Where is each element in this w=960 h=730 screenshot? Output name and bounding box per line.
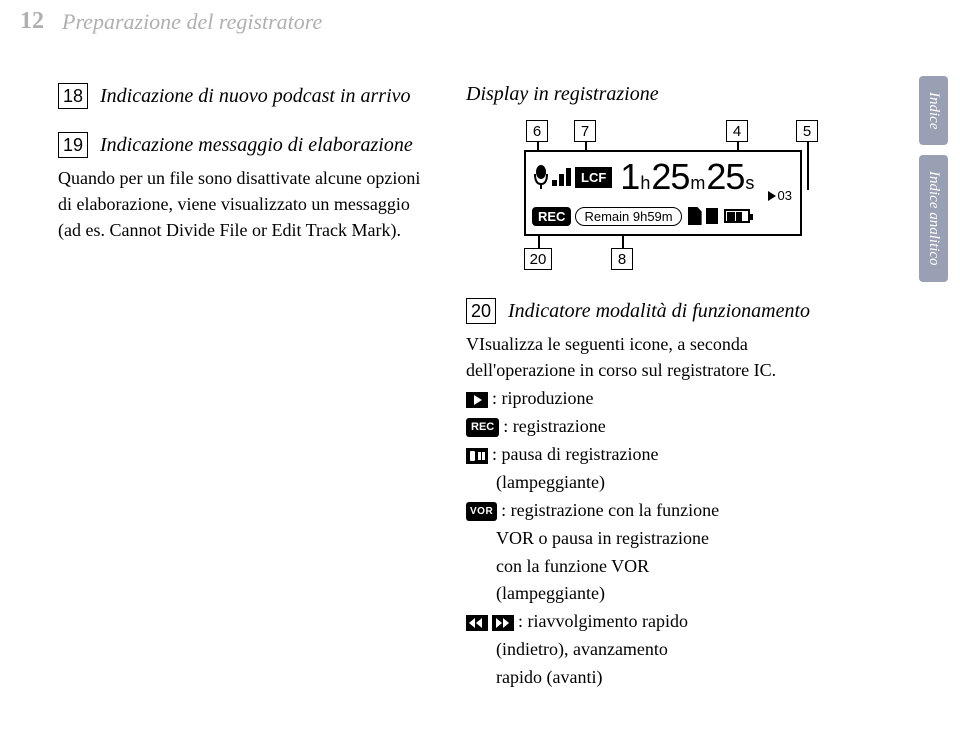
signal-bars-icon <box>552 168 571 186</box>
tab-indice[interactable]: Indice <box>919 76 948 145</box>
lcd-diagram: 6 7 4 5 20 8 LCF <box>466 120 846 280</box>
remain-badge: Remain 9h59m <box>575 207 681 226</box>
page-title: Preparazione del registratore <box>62 9 322 35</box>
card-icon <box>706 208 718 224</box>
item-20-body: VIsualizza le seguenti icone, a seconda … <box>466 331 856 383</box>
rewind-icon <box>466 615 488 631</box>
tab-indice-analitico[interactable]: Indice analitico <box>919 155 948 282</box>
item-18-title: Indicazione di nuovo podcast in arrivo <box>100 83 411 110</box>
sd-icon <box>688 207 702 225</box>
lcf-badge: LCF <box>575 167 612 188</box>
content-area: 18 Indicazione di nuovo podcast in arriv… <box>0 43 960 692</box>
callout-6: 6 <box>526 120 548 142</box>
battery-icon <box>724 209 750 223</box>
mode-list: : riproduzione REC: registrazione : paus… <box>466 385 856 692</box>
callout-18: 18 <box>58 83 88 109</box>
rec-badge: REC <box>532 207 571 226</box>
display-heading: Display in registrazione <box>466 83 856 106</box>
forward-icon <box>492 615 514 631</box>
callout-8: 8 <box>611 248 633 270</box>
mic-icon <box>532 164 550 190</box>
item-18: 18 Indicazione di nuovo podcast in arriv… <box>58 83 428 110</box>
item-19: 19 Indicazione messaggio di elaborazione… <box>58 132 428 243</box>
right-column: Display in registrazione 6 7 4 5 20 8 <box>466 83 856 692</box>
lcd-time: 1h 25m 25s <box>620 156 755 198</box>
lcd-screen: LCF 1h 25m 25s 03 REC Remain 9h59m <box>524 150 802 236</box>
callout-4: 4 <box>726 120 748 142</box>
item-20: 20 Indicatore modalità di funzionamento … <box>466 298 856 692</box>
rec-icon: REC <box>466 418 499 437</box>
vor-icon: VOR <box>466 502 497 522</box>
callout-7: 7 <box>574 120 596 142</box>
left-column: 18 Indicazione di nuovo podcast in arriv… <box>58 83 428 692</box>
item-20-title: Indicatore modalità di funzionamento <box>508 298 810 325</box>
callout-5: 5 <box>796 120 818 142</box>
callout-20-inline: 20 <box>466 298 496 324</box>
item-19-body: Quando per un file sono disattivate alcu… <box>58 165 428 243</box>
flag-indicator: 03 <box>768 188 792 203</box>
callout-20: 20 <box>524 248 552 270</box>
page-number: 12 <box>20 8 44 35</box>
sidebar-tabs: Indice Indice analitico <box>919 76 948 292</box>
item-19-title: Indicazione messaggio di elaborazione <box>100 132 413 159</box>
pause-icon <box>466 448 488 464</box>
page-header: 12 Preparazione del registratore <box>0 0 960 43</box>
callout-19: 19 <box>58 132 88 158</box>
play-icon <box>466 392 488 408</box>
